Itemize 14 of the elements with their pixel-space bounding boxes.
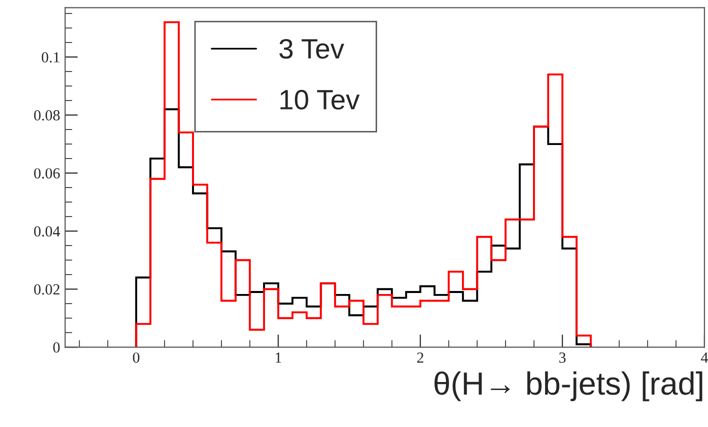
x-tick-label: 2 xyxy=(417,352,424,363)
x-axis-title: θ(H→ bb-jets) [rad] xyxy=(434,371,702,402)
legend-label: 3 Tev xyxy=(279,38,344,59)
y-tick-label: 0.02 xyxy=(34,284,60,295)
x-tick-label: 4 xyxy=(700,352,708,363)
x-tick-label: 3 xyxy=(559,352,566,363)
legend-label: 10 Tev xyxy=(280,90,360,110)
y-tick-label: 0 xyxy=(53,342,60,353)
x-tick-label: 0 xyxy=(132,352,140,363)
y-tick-label: 0.06 xyxy=(34,168,60,179)
y-tick-label: 0.08 xyxy=(34,110,60,121)
x-tick-label: 1 xyxy=(276,352,282,363)
y-tick-label: 0.1 xyxy=(42,52,60,63)
y-tick-label: 0.04 xyxy=(34,226,60,237)
